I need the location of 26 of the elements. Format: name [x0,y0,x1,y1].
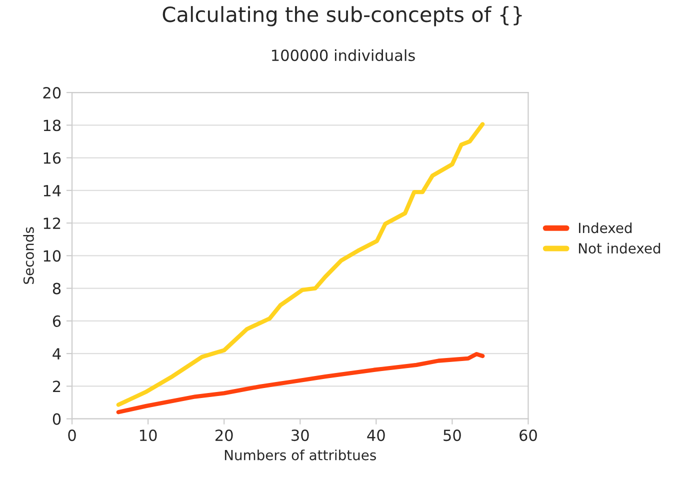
y-tick-label: 2 [53,380,60,392]
y-tick-label: 16 [44,152,61,164]
y-tick-label: 18 [44,120,61,132]
x-tick-label: 20 [215,430,233,442]
x-tick-label: 50 [444,430,461,442]
y-tick-label: 12 [44,218,60,229]
chart-title: Calculating the sub-concepts of {} [162,6,522,26]
x-tick-label: 30 [292,430,309,442]
y-tick-label: 6 [52,315,61,327]
legend-label: Not indexed [578,242,660,254]
line-series [116,122,485,407]
y-tick-label: 20 [43,86,61,99]
y-tick-label: 14 [44,185,61,196]
legend-label: Indexed [578,222,632,234]
line-series [116,352,485,414]
x-tick-label: 10 [140,430,157,442]
y-tick-label: 4 [52,348,61,360]
y-tick-label: 8 [52,282,61,294]
y-axis-title: Seconds [23,227,34,284]
x-tick-label: 0 [68,430,76,442]
y-tick-label: 0 [52,413,61,425]
x-tick-label: 60 [520,430,537,442]
x-tick-label: 40 [367,430,385,442]
x-axis-title: Numbers of attribtues [224,450,376,460]
y-tick-label: 10 [44,250,61,262]
chart-subtitle: 100000 individuals [272,49,415,62]
